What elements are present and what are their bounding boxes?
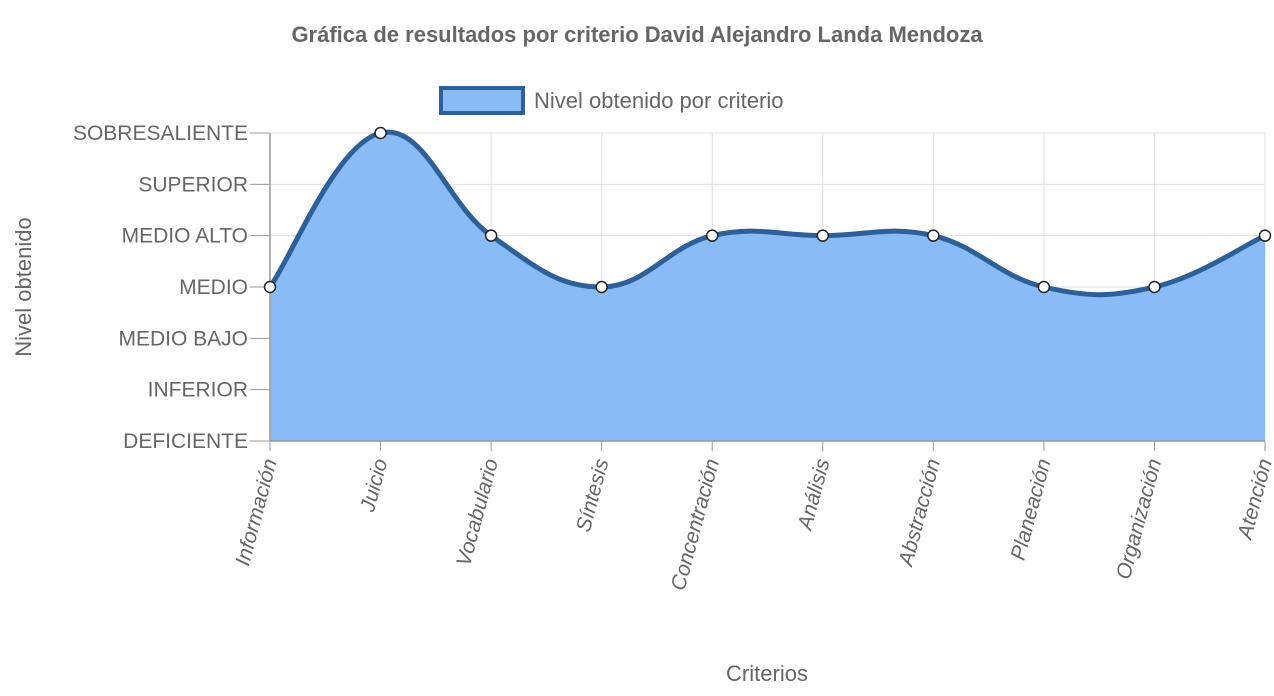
y-tick-label: SUPERIOR: [138, 173, 248, 196]
y-tick-label: SOBRESALIENTE: [73, 122, 248, 145]
data-point[interactable]: [705, 229, 719, 242]
legend[interactable]: Nivel obtenido por criterio: [439, 86, 783, 115]
x-tick-label: Concentración: [667, 456, 724, 593]
y-tick-label: MEDIO: [179, 276, 248, 299]
data-points[interactable]: [263, 126, 1272, 294]
chart-title: Gráfica de resultados por criterio David…: [291, 22, 983, 47]
series-fill: [270, 132, 1265, 441]
y-tick-label: MEDIO ALTO: [122, 225, 248, 248]
x-tick-label: Análisis: [793, 456, 835, 534]
data-point[interactable]: [263, 280, 277, 294]
legend-swatch: [439, 86, 525, 115]
data-point[interactable]: [595, 280, 608, 294]
y-tick-label: INFERIOR: [148, 379, 248, 402]
data-point[interactable]: [374, 126, 387, 140]
x-tick-label: Planeación: [1007, 456, 1056, 562]
series-area: [267, 129, 1267, 441]
x-tick-label: Atención: [1233, 456, 1274, 543]
data-point[interactable]: [927, 229, 940, 242]
x-tick-label: Síntesis: [572, 456, 614, 535]
data-point[interactable]: [484, 229, 498, 242]
x-tick-label: Información: [231, 456, 282, 568]
y-axis-label: Nivel obtenido: [11, 217, 36, 356]
x-tick-label: Juicio: [356, 456, 392, 515]
x-tick-label: Organización: [1112, 456, 1166, 581]
series-line: [267, 129, 1267, 298]
data-point[interactable]: [816, 229, 830, 242]
y-tick-labels: DEFICIENTE INFERIOR MEDIO BAJO MEDIO MEDIO A…: [73, 122, 248, 453]
x-tick-label: Abstracción: [894, 456, 945, 570]
y-tick-label: MEDIO BAJO: [118, 327, 248, 350]
x-tick-labels: Información Juicio Vocabulario Síntesis Conc…: [231, 456, 1274, 593]
data-point[interactable]: [1037, 280, 1051, 294]
legend-label: Nivel obtenido por criterio: [534, 88, 783, 113]
data-point[interactable]: [1258, 229, 1272, 242]
y-tick-label: DEFICIENTE: [123, 430, 248, 453]
x-tick-label: Vocabulario: [452, 456, 503, 569]
x-axis-label: Criterios: [726, 661, 808, 686]
data-point[interactable]: [1148, 280, 1161, 294]
